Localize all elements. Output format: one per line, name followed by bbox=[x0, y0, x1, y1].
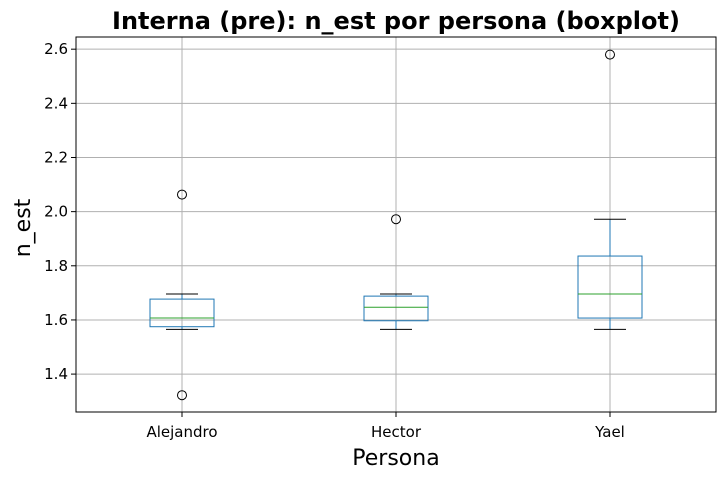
x-tick-label: Yael bbox=[594, 423, 625, 441]
box-alejandro bbox=[149, 189, 215, 401]
grid bbox=[76, 37, 716, 412]
y-tick-label: 1.6 bbox=[44, 311, 68, 329]
outlier-point bbox=[177, 189, 187, 200]
outlier-point bbox=[605, 49, 615, 60]
iqr-box bbox=[363, 295, 429, 322]
box-yael bbox=[577, 49, 643, 330]
iqr-box bbox=[577, 255, 643, 319]
box-hector bbox=[363, 214, 429, 330]
y-tick-label: 1.8 bbox=[44, 257, 68, 275]
y-tick-label: 1.4 bbox=[44, 365, 68, 383]
y-axis-label: n_est bbox=[11, 198, 36, 257]
x-tick-label: Hector bbox=[371, 423, 422, 441]
iqr-box bbox=[149, 298, 215, 328]
ticks: Alejandro Hector Yael 1.4 1.6 1.8 2.0 2.2 2.4 2.6 bbox=[44, 40, 625, 441]
y-tick-label: 2.4 bbox=[44, 94, 68, 112]
x-axis-label: Persona bbox=[352, 446, 439, 471]
boxes bbox=[149, 49, 643, 401]
y-tick-label: 2.0 bbox=[44, 203, 68, 221]
y-tick-label: 2.2 bbox=[44, 148, 68, 166]
x-tick-label: Alejandro bbox=[146, 423, 217, 441]
y-tick-label: 2.6 bbox=[44, 40, 68, 58]
outlier-point bbox=[391, 214, 401, 225]
outlier-point bbox=[177, 390, 187, 401]
chart-title: Interna (pre): n_est por persona (boxplo… bbox=[112, 7, 680, 35]
